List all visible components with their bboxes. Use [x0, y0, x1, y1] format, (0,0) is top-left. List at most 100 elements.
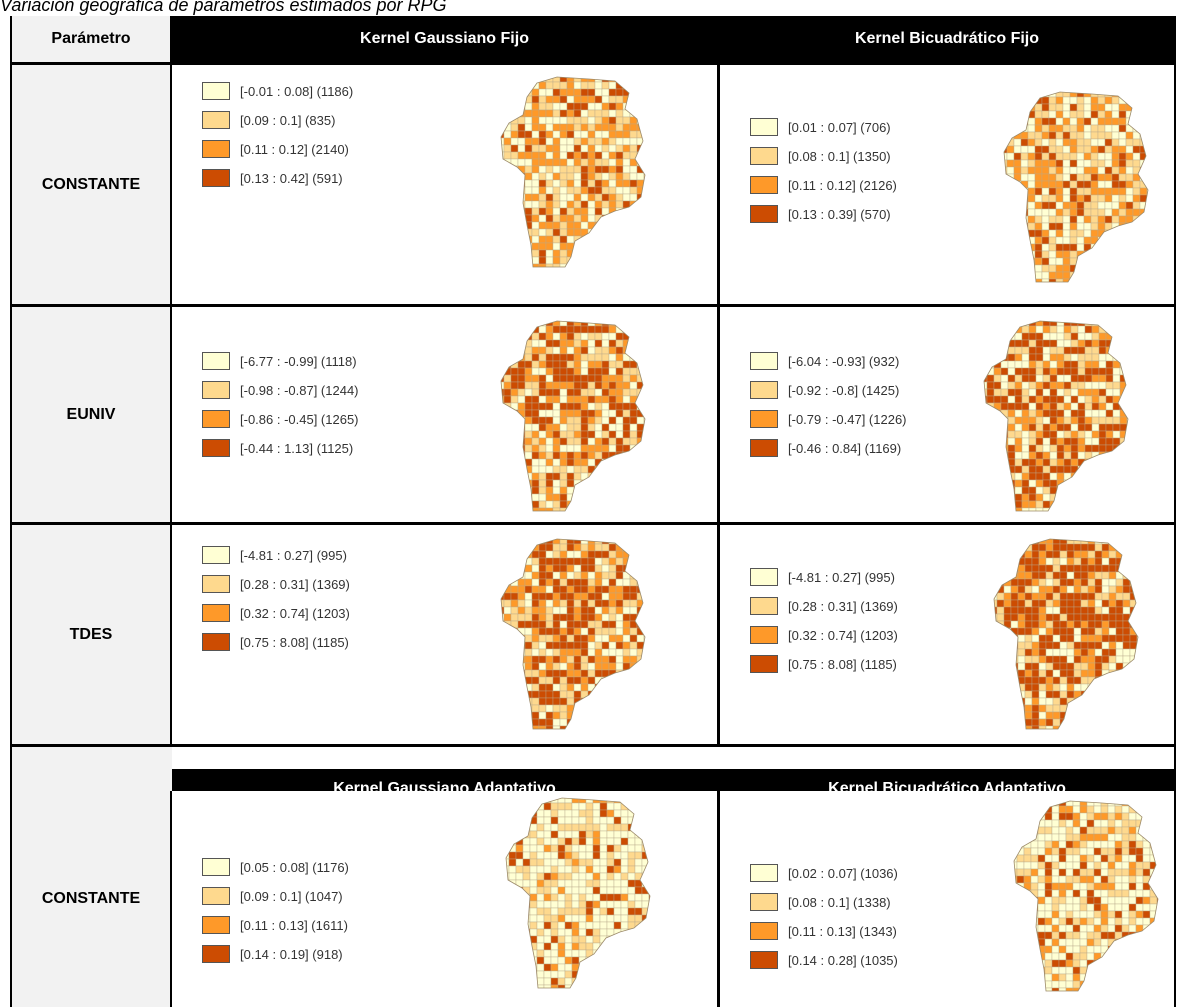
- legend-item: [-0.98 : -0.87] (1244): [202, 378, 359, 402]
- legend-swatch: [750, 118, 778, 136]
- legend-swatch: [750, 352, 778, 370]
- param-label: EUNIV: [66, 405, 116, 423]
- legend: [-6.04 : -0.93] (932) [-0.92 : -0.8] (14…: [750, 349, 907, 465]
- legend-swatch: [750, 893, 778, 911]
- legend-item: [0.32 : 0.74] (1203): [202, 601, 350, 625]
- legend-item: [0.01 : 0.07] (706): [750, 115, 897, 139]
- header-kernel-bicuadratico-adaptativo: Kernel Bicuadrático Adaptativo: [720, 769, 1174, 791]
- legend-item: [0.11 : 0.12] (2140): [202, 137, 353, 161]
- legend-label: [0.28 : 0.31] (1369): [788, 598, 898, 614]
- param-name: EUNIV: [12, 307, 172, 522]
- legend-swatch: [750, 205, 778, 223]
- legend-swatch: [750, 568, 778, 586]
- param-name: TDES: [12, 525, 172, 744]
- choropleth-map: [980, 319, 1130, 514]
- header-col2-label: Kernel Bicuadrático Fijo: [854, 30, 1040, 47]
- legend-item: [-0.46 : 0.84] (1169): [750, 436, 907, 460]
- map-cell-gaussiano-fijo: [-0.01 : 0.08] (1186) [0.09 : 0.1] (835)…: [172, 65, 720, 304]
- map-cell-bicuadratico-fijo: [-6.04 : -0.93] (932) [-0.92 : -0.8] (14…: [720, 307, 1174, 522]
- legend-swatch: [202, 575, 230, 593]
- legend-label: [-0.44 : 1.13] (1125): [240, 440, 354, 456]
- map-cell-bicuadratico-adaptativo: [0.02 : 0.07] (1036) [0.08 : 0.1] (1338)…: [720, 791, 1174, 1007]
- legend-label: [0.05 : 0.08] (1176): [240, 859, 349, 875]
- legend-label: [-0.86 : -0.45] (1265): [240, 411, 359, 427]
- legend-item: [0.28 : 0.31] (1369): [750, 594, 898, 618]
- legend: [-0.01 : 0.08] (1186) [0.09 : 0.1] (835)…: [202, 79, 353, 195]
- legend-swatch: [750, 626, 778, 644]
- legend-item: [-0.79 : -0.47] (1226): [750, 407, 907, 431]
- legend-item: [-4.81 : 0.27] (995): [750, 565, 898, 589]
- legend-swatch: [202, 140, 230, 158]
- header-row: Parámetro Kernel Gaussiano Fijo Kernel B…: [12, 16, 1174, 62]
- legend-item: [0.08 : 0.1] (1338): [750, 890, 898, 914]
- legend-label: [-6.04 : -0.93] (932): [788, 353, 900, 369]
- legend-label: [0.08 : 0.1] (1338): [788, 894, 891, 910]
- legend-item: [0.28 : 0.31] (1369): [202, 572, 350, 596]
- legend-item: [0.13 : 0.39] (570): [750, 202, 897, 226]
- param-label: TDES: [69, 625, 113, 643]
- header-kernel-gaussiano-adaptativo: Kernel Gaussiano Adaptativo: [172, 769, 720, 791]
- legend-swatch: [750, 176, 778, 194]
- legend-label: [0.09 : 0.1] (1047): [240, 888, 343, 904]
- row-constante-fijo: CONSTANTE [-0.01 : 0.08] (1186) [0.09 : …: [12, 65, 1174, 304]
- legend: [0.05 : 0.08] (1176) [0.09 : 0.1] (1047)…: [202, 855, 349, 971]
- legend-swatch: [750, 864, 778, 882]
- legend-item: [0.05 : 0.08] (1176): [202, 855, 349, 879]
- legend-swatch: [202, 604, 230, 622]
- legend-label: [0.11 : 0.13] (1611): [240, 917, 348, 933]
- header-col2b-label: Kernel Bicuadrático Adaptativo: [828, 780, 1066, 791]
- table-caption: Variación geográfica de parámetros estim…: [0, 0, 447, 15]
- map-cell-gaussiano-fijo: [-6.77 : -0.99] (1118) [-0.98 : -0.87] (…: [172, 307, 720, 522]
- legend-label: [-0.98 : -0.87] (1244): [240, 382, 359, 398]
- legend-swatch: [202, 945, 230, 963]
- legend-swatch: [202, 916, 230, 934]
- legend-label: [-4.81 : 0.27] (995): [240, 547, 347, 563]
- legend-swatch: [202, 169, 230, 187]
- map-cell-gaussiano-adaptativo: [0.05 : 0.08] (1176) [0.09 : 0.1] (1047)…: [172, 791, 720, 1007]
- legend-swatch: [202, 111, 230, 129]
- legend-label: [-0.46 : 0.84] (1169): [788, 440, 902, 456]
- legend-label: [-0.92 : -0.8] (1425): [788, 382, 900, 398]
- legend: [0.01 : 0.07] (706) [0.08 : 0.1] (1350) …: [750, 115, 897, 231]
- map-cell-gaussiano-fijo: [-4.81 : 0.27] (995) [0.28 : 0.31] (1369…: [172, 525, 720, 744]
- legend-label: [0.32 : 0.74] (1203): [240, 605, 350, 621]
- legend-swatch: [750, 381, 778, 399]
- legend: [-4.81 : 0.27] (995) [0.28 : 0.31] (1369…: [750, 565, 898, 681]
- legend-swatch: [202, 633, 230, 651]
- legend-item: [0.11 : 0.13] (1611): [202, 913, 349, 937]
- legend: [-6.77 : -0.99] (1118) [-0.98 : -0.87] (…: [202, 349, 359, 465]
- row-euniv-fijo: EUNIV [-6.77 : -0.99] (1118) [-0.98 : -0…: [12, 307, 1174, 522]
- param-name: CONSTANTE: [12, 791, 172, 1007]
- legend-label: [0.01 : 0.07] (706): [788, 119, 891, 135]
- param-label: CONSTANTE: [41, 890, 141, 907]
- legend-swatch: [750, 922, 778, 940]
- legend-swatch: [750, 655, 778, 673]
- header-parametro: Parámetro: [12, 16, 172, 62]
- legend-swatch: [202, 887, 230, 905]
- legend-label: [0.75 : 8.08] (1185): [240, 634, 349, 650]
- legend-label: [0.08 : 0.1] (1350): [788, 148, 891, 164]
- legend-item: [-0.86 : -0.45] (1265): [202, 407, 359, 431]
- header-row-adaptativo: Kernel Gaussiano Adaptativo Kernel Bicua…: [12, 747, 1174, 791]
- legend-label: [-0.01 : 0.08] (1186): [240, 83, 354, 99]
- header-kernel-gaussiano-fijo: Kernel Gaussiano Fijo: [172, 16, 720, 62]
- legend-label: [0.09 : 0.1] (835): [240, 112, 336, 128]
- legend-swatch: [202, 410, 230, 428]
- legend-item: [0.13 : 0.42] (591): [202, 166, 353, 190]
- choropleth-map: [502, 796, 652, 991]
- legend-label: [0.13 : 0.39] (570): [788, 206, 891, 222]
- legend-item: [0.09 : 0.1] (835): [202, 108, 353, 132]
- legend-label: [0.11 : 0.12] (2140): [240, 141, 349, 157]
- legend-label: [0.11 : 0.13] (1343): [788, 923, 897, 939]
- legend-item: [0.02 : 0.07] (1036): [750, 861, 898, 885]
- legend-item: [0.75 : 8.08] (1185): [750, 652, 898, 676]
- header-col1b-label: Kernel Gaussiano Adaptativo: [333, 780, 556, 791]
- legend-label: [-0.79 : -0.47] (1226): [788, 411, 907, 427]
- choropleth-map: [497, 75, 647, 270]
- legend-swatch: [750, 410, 778, 428]
- legend-item: [0.14 : 0.19] (918): [202, 942, 349, 966]
- legend-swatch: [202, 352, 230, 370]
- legend-label: [0.14 : 0.19] (918): [240, 946, 343, 962]
- header-parametro-label: Parámetro: [51, 30, 131, 47]
- map-cell-bicuadratico-fijo: [0.01 : 0.07] (706) [0.08 : 0.1] (1350) …: [720, 65, 1174, 304]
